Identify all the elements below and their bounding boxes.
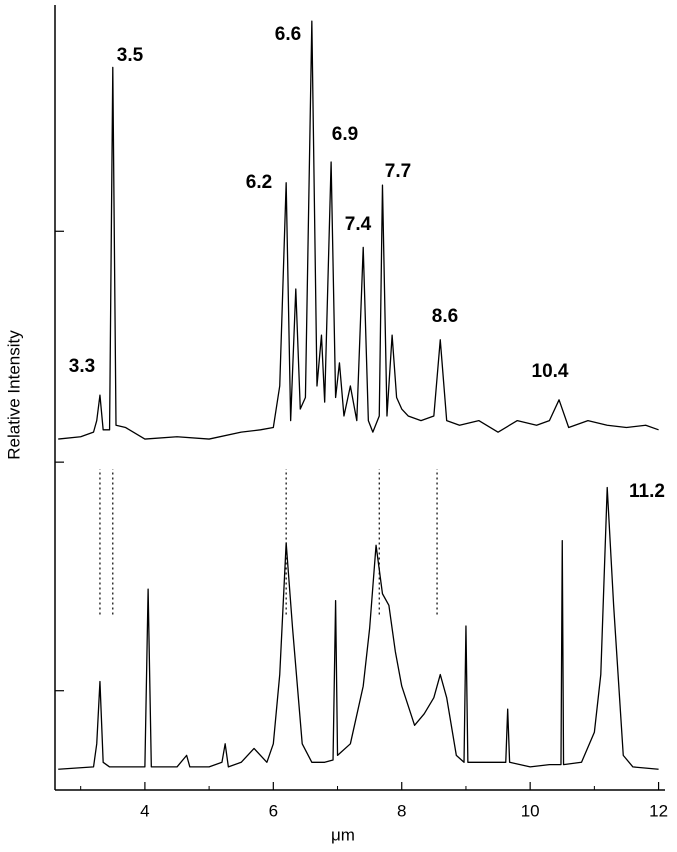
peak-label: 3.5 bbox=[117, 45, 144, 66]
peak-label: 6.6 bbox=[275, 24, 301, 45]
x-tick-label: 4 bbox=[140, 801, 149, 820]
x-axis-label: μm bbox=[331, 825, 355, 844]
x-tick-label: 12 bbox=[649, 801, 668, 820]
x-tick-label: 8 bbox=[397, 801, 406, 820]
peak-label: 11.2 bbox=[629, 481, 665, 502]
spectrum-line bbox=[58, 20, 659, 440]
peak-label: 6.9 bbox=[332, 124, 358, 145]
peak-label: 8.6 bbox=[432, 306, 458, 327]
x-tick-label: 6 bbox=[269, 801, 278, 820]
peak-label: 10.4 bbox=[532, 361, 569, 382]
y-axis-label: Relative Intensity bbox=[4, 330, 23, 460]
spectrum-line bbox=[58, 486, 659, 770]
peak-label: 7.4 bbox=[345, 214, 372, 235]
peak-label: 3.3 bbox=[69, 356, 95, 377]
peak-label: 6.2 bbox=[246, 172, 272, 193]
x-tick-label: 10 bbox=[521, 801, 540, 820]
peak-label: 7.7 bbox=[385, 161, 411, 182]
